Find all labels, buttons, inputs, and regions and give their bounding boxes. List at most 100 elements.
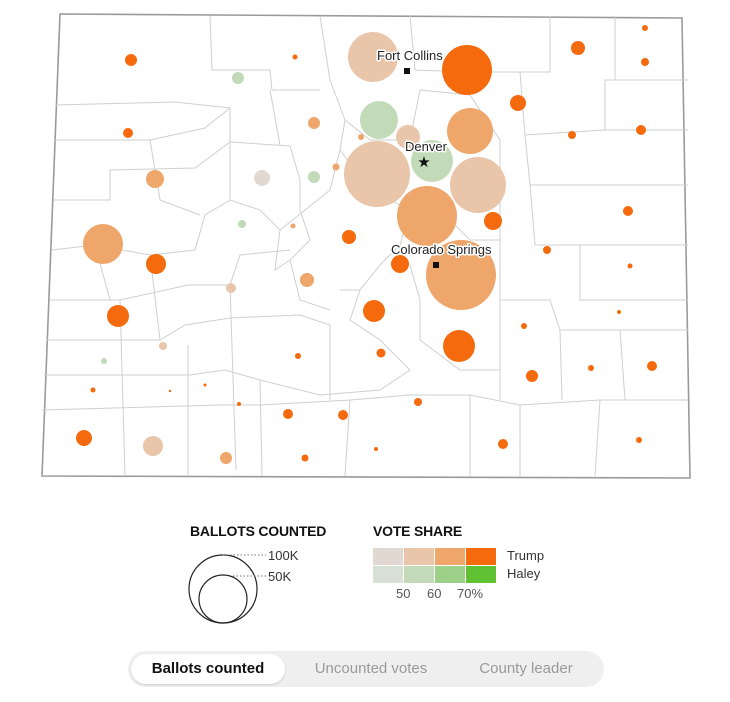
denver-star-icon: ★ xyxy=(417,153,430,171)
county-bubble xyxy=(414,398,422,406)
swatch-haley-1 xyxy=(373,566,403,583)
toggle-uncounted-votes[interactable]: Uncounted votes xyxy=(314,660,428,677)
county-bubble xyxy=(90,387,96,393)
county-bubble xyxy=(397,186,457,246)
county-bubble xyxy=(376,348,386,358)
map-view-toggle: Ballots counted Uncounted votes County l… xyxy=(128,651,604,687)
city-label-denver: Denver xyxy=(405,139,448,154)
county-bubble xyxy=(226,283,236,293)
county-bubble xyxy=(571,41,585,55)
size-legend-label-50k: 50K xyxy=(268,569,291,584)
county-bubble xyxy=(641,58,649,66)
legend-candidate-haley: Haley xyxy=(507,566,541,581)
city-label-colorado-springs: Colorado Springs xyxy=(391,242,492,257)
county-bubble xyxy=(484,212,502,230)
swatch-trump-4 xyxy=(466,548,496,565)
city-labels: Fort Collins Denver Colorado Springs xyxy=(376,47,494,259)
county-borders xyxy=(41,15,688,477)
county-bubble xyxy=(203,383,207,387)
county-bubble xyxy=(636,125,646,135)
ballots-size-legend: 100K 50K xyxy=(188,548,299,624)
county-bubble xyxy=(636,437,642,443)
county-bubble xyxy=(159,342,167,350)
county-bubble xyxy=(342,230,356,244)
county-bubble xyxy=(300,273,314,287)
county-bubble xyxy=(510,95,526,111)
county-bubble xyxy=(295,353,301,359)
county-bubble xyxy=(498,439,508,449)
county-bubble xyxy=(301,454,309,462)
county-bubble xyxy=(617,310,621,314)
county-bubble xyxy=(107,305,129,327)
county-bubble xyxy=(543,246,551,254)
fort-collins-marker xyxy=(404,68,410,74)
county-bubbles xyxy=(76,25,657,464)
size-legend-circle-50k xyxy=(198,574,248,624)
county-bubble xyxy=(411,140,453,182)
legend-candidate-trump: Trump xyxy=(507,548,545,563)
swatch-haley-3 xyxy=(435,566,465,583)
swatch-haley-2 xyxy=(404,566,434,583)
city-label-fort-collins: Fort Collins xyxy=(377,48,443,63)
toggle-county-leader[interactable]: County leader xyxy=(479,660,573,677)
county-bubble xyxy=(146,170,164,188)
county-bubble xyxy=(442,45,492,95)
county-bubble xyxy=(391,255,409,273)
county-bubble xyxy=(363,300,385,322)
swatch-trump-2 xyxy=(404,548,434,565)
county-bubble xyxy=(426,240,496,310)
county-bubble xyxy=(292,54,298,60)
county-bubble xyxy=(521,323,527,329)
county-bubble xyxy=(450,157,506,213)
vote-share-tick-50: 50 xyxy=(396,586,411,601)
county-bubble xyxy=(146,254,166,274)
county-bubble xyxy=(332,163,340,171)
county-bubble xyxy=(254,170,270,186)
county-bubble xyxy=(447,108,493,154)
state-outline xyxy=(41,13,691,479)
county-bubble xyxy=(338,410,348,420)
county-bubble xyxy=(237,402,241,406)
size-legend-label-100k: 100K xyxy=(268,548,299,563)
county-bubble xyxy=(283,409,293,419)
county-bubble xyxy=(143,436,163,456)
vote-share-legend-title: VOTE SHARE xyxy=(373,523,463,539)
county-bubble xyxy=(76,430,92,446)
county-bubble xyxy=(642,25,648,31)
county-bubble xyxy=(526,370,538,382)
county-bubble xyxy=(348,32,398,82)
county-bubble xyxy=(588,365,594,371)
county-bubble xyxy=(308,117,320,129)
ballots-counted-legend-title: BALLOTS COUNTED xyxy=(190,523,327,539)
county-bubble xyxy=(125,54,137,66)
city-markers: ★ xyxy=(404,68,439,268)
county-bubble xyxy=(290,223,296,229)
county-bubble xyxy=(568,131,576,139)
county-bubble xyxy=(83,224,123,264)
county-bubble xyxy=(374,447,378,451)
county-bubble xyxy=(358,134,364,140)
county-bubble xyxy=(168,389,172,393)
swatch-trump-3 xyxy=(435,548,465,565)
county-bubble xyxy=(123,128,133,138)
toggle-ballots-counted[interactable]: Ballots counted xyxy=(131,654,285,684)
vote-share-tick-60: 60 xyxy=(427,586,442,601)
county-bubble xyxy=(443,330,475,362)
county-bubble xyxy=(647,361,657,371)
county-bubble xyxy=(344,141,410,207)
county-bubble xyxy=(623,206,633,216)
county-bubble xyxy=(308,171,320,183)
county-bubble xyxy=(101,358,107,364)
colorado-springs-marker xyxy=(433,262,439,268)
county-bubble xyxy=(232,72,244,84)
county-bubble xyxy=(238,220,246,228)
vote-share-tick-70: 70% xyxy=(457,586,484,601)
county-bubble xyxy=(396,125,420,149)
colorado-county-map: ★ Fort Collins Denver Colorado Springs xyxy=(41,13,691,479)
swatch-haley-4 xyxy=(466,566,496,583)
size-legend-circle-100k xyxy=(188,554,258,624)
county-bubble xyxy=(220,452,232,464)
swatch-trump-1 xyxy=(373,548,403,565)
county-bubble xyxy=(627,263,633,269)
county-bubble xyxy=(360,101,398,139)
